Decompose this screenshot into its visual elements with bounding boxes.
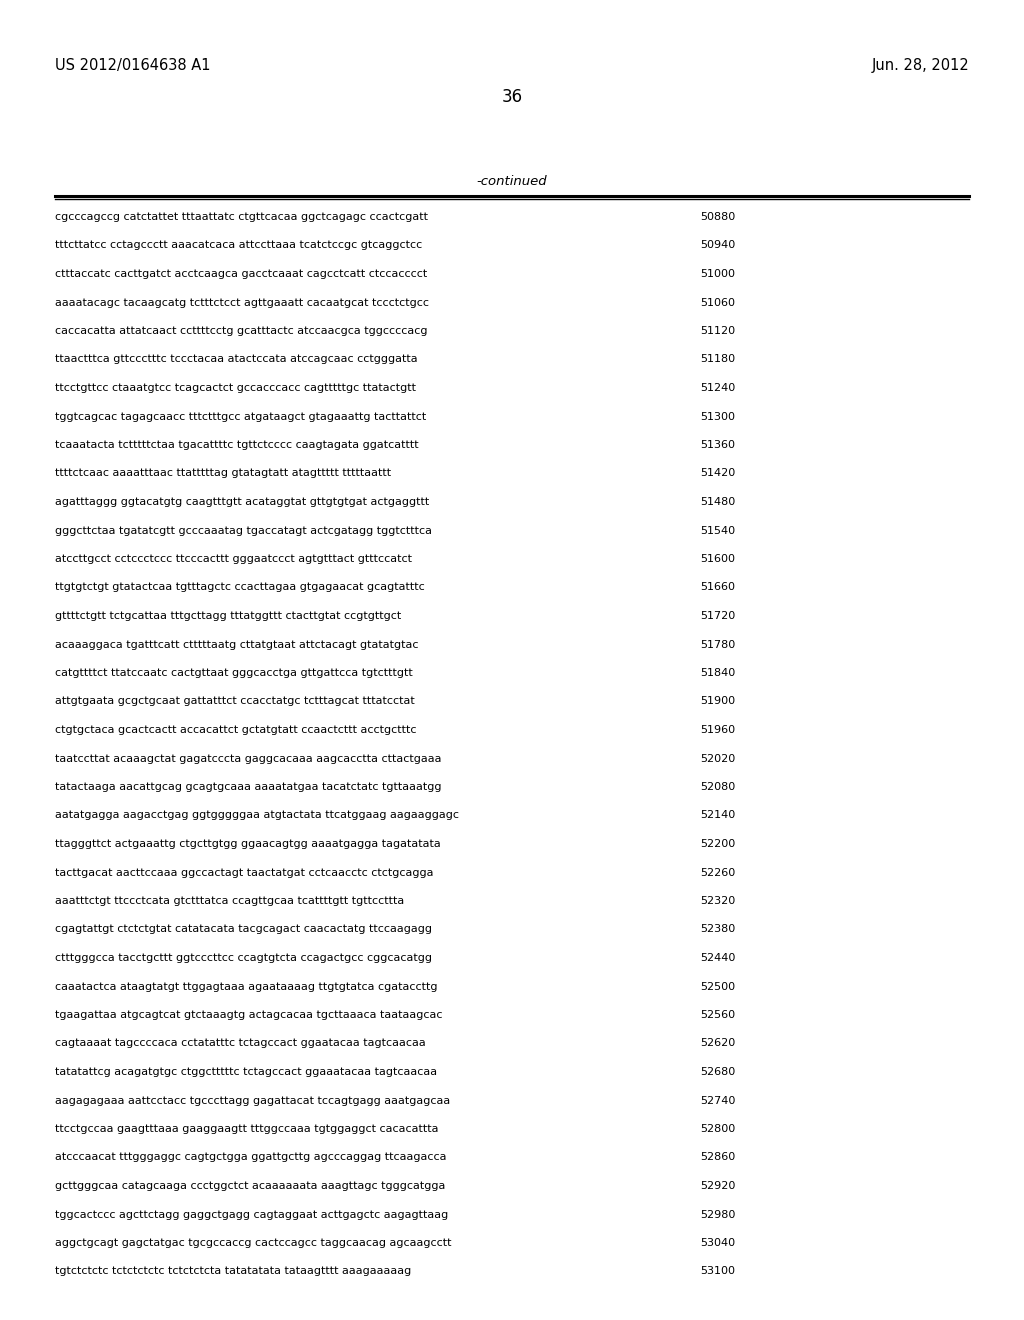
Text: 51780: 51780 [700, 639, 735, 649]
Text: 51840: 51840 [700, 668, 735, 678]
Text: ttcctgttcc ctaaatgtcc tcagcactct gccacccacc cagtttttgc ttatactgtt: ttcctgttcc ctaaatgtcc tcagcactct gccaccc… [55, 383, 416, 393]
Text: 51240: 51240 [700, 383, 735, 393]
Text: Jun. 28, 2012: Jun. 28, 2012 [871, 58, 969, 73]
Text: US 2012/0164638 A1: US 2012/0164638 A1 [55, 58, 211, 73]
Text: tggtcagcac tagagcaacc tttctttgcc atgataagct gtagaaattg tacttattct: tggtcagcac tagagcaacc tttctttgcc atgataa… [55, 412, 426, 421]
Text: ctttaccatc cacttgatct acctcaagca gacctcaaat cagcctcatt ctccacccct: ctttaccatc cacttgatct acctcaagca gacctca… [55, 269, 427, 279]
Text: 51060: 51060 [700, 297, 735, 308]
Text: 51900: 51900 [700, 697, 735, 706]
Text: tatatattcg acagatgtgc ctggctttttc tctagccact ggaaatacaa tagtcaacaa: tatatattcg acagatgtgc ctggctttttc tctagc… [55, 1067, 437, 1077]
Text: tacttgacat aacttccaaa ggccactagt taactatgat cctcaacctc ctctgcagga: tacttgacat aacttccaaa ggccactagt taactat… [55, 867, 433, 878]
Text: cagtaaaat tagccccaca cctatatttc tctagccact ggaatacaa tagtcaacaa: cagtaaaat tagccccaca cctatatttc tctagcca… [55, 1039, 426, 1048]
Text: acaaaggaca tgatttcatt ctttttaatg cttatgtaat attctacagt gtatatgtac: acaaaggaca tgatttcatt ctttttaatg cttatgt… [55, 639, 419, 649]
Text: 51660: 51660 [700, 582, 735, 593]
Text: ctttgggcca tacctgcttt ggtcccttcc ccagtgtcta ccagactgcc cggcacatgg: ctttgggcca tacctgcttt ggtcccttcc ccagtgt… [55, 953, 432, 964]
Text: 51180: 51180 [700, 355, 735, 364]
Text: aagagagaaa aattcctacc tgcccttagg gagattacat tccagtgagg aaatgagcaa: aagagagaaa aattcctacc tgcccttagg gagatta… [55, 1096, 451, 1106]
Text: tgaagattaa atgcagtcat gtctaaagtg actagcacaa tgcttaaaca taataagcac: tgaagattaa atgcagtcat gtctaaagtg actagca… [55, 1010, 442, 1020]
Text: ttttctcaac aaaatttaac ttatttttag gtatagtatt atagttttt tttttaattt: ttttctcaac aaaatttaac ttatttttag gtatagt… [55, 469, 391, 479]
Text: 52620: 52620 [700, 1039, 735, 1048]
Text: 50880: 50880 [700, 213, 735, 222]
Text: caaatactca ataagtatgt ttggagtaaa agaataaaag ttgtgtatca cgataccttg: caaatactca ataagtatgt ttggagtaaa agaataa… [55, 982, 437, 991]
Text: 52020: 52020 [700, 754, 735, 763]
Text: 52200: 52200 [700, 840, 735, 849]
Text: tgtctctctc tctctctctc tctctctcta tatatatata tataagtttt aaagaaaaag: tgtctctctc tctctctctc tctctctcta tatatat… [55, 1266, 412, 1276]
Text: 51960: 51960 [700, 725, 735, 735]
Text: 36: 36 [502, 88, 522, 106]
Text: 51540: 51540 [700, 525, 735, 536]
Text: 51420: 51420 [700, 469, 735, 479]
Text: 52260: 52260 [700, 867, 735, 878]
Text: taatccttat acaaagctat gagatcccta gaggcacaaa aagcacctta cttactgaaa: taatccttat acaaagctat gagatcccta gaggcac… [55, 754, 441, 763]
Text: cgagtattgt ctctctgtat catatacata tacgcagact caacactatg ttccaagagg: cgagtattgt ctctctgtat catatacata tacgcag… [55, 924, 432, 935]
Text: 52320: 52320 [700, 896, 735, 906]
Text: 51000: 51000 [700, 269, 735, 279]
Text: caccacatta attatcaact ccttttcctg gcatttactc atccaacgca tggccccacg: caccacatta attatcaact ccttttcctg gcattta… [55, 326, 427, 337]
Text: 52920: 52920 [700, 1181, 735, 1191]
Text: ttaactttca gttccctttc tccctacaa atactccata atccagcaac cctgggatta: ttaactttca gttccctttc tccctacaa atactcca… [55, 355, 418, 364]
Text: 52860: 52860 [700, 1152, 735, 1163]
Text: 52080: 52080 [700, 781, 735, 792]
Text: 52740: 52740 [700, 1096, 735, 1106]
Text: -continued: -continued [477, 176, 547, 187]
Text: tttcttatcc cctagccctt aaacatcaca attccttaaa tcatctccgc gtcaggctcc: tttcttatcc cctagccctt aaacatcaca attcctt… [55, 240, 422, 251]
Text: tatactaaga aacattgcag gcagtgcaaa aaaatatgaa tacatctatc tgttaaatgg: tatactaaga aacattgcag gcagtgcaaa aaaatat… [55, 781, 441, 792]
Text: catgttttct ttatccaatc cactgttaat gggcacctga gttgattcca tgtctttgtt: catgttttct ttatccaatc cactgttaat gggcacc… [55, 668, 413, 678]
Text: 50940: 50940 [700, 240, 735, 251]
Text: 52800: 52800 [700, 1125, 735, 1134]
Text: cgcccagccg catctattet tttaattatc ctgttcacaa ggctcagagc ccactcgatt: cgcccagccg catctattet tttaattatc ctgttca… [55, 213, 428, 222]
Text: 52500: 52500 [700, 982, 735, 991]
Text: attgtgaata gcgctgcaat gattatttct ccacctatgc tctttagcat tttatcctat: attgtgaata gcgctgcaat gattatttct ccaccta… [55, 697, 415, 706]
Text: atccttgcct cctccctccc ttcccacttt gggaatccct agtgtttact gtttccatct: atccttgcct cctccctccc ttcccacttt gggaatc… [55, 554, 412, 564]
Text: 51300: 51300 [700, 412, 735, 421]
Text: atcccaacat tttgggaggc cagtgctgga ggattgcttg agcccaggag ttcaagacca: atcccaacat tttgggaggc cagtgctgga ggattgc… [55, 1152, 446, 1163]
Text: ttagggttct actgaaattg ctgcttgtgg ggaacagtgg aaaatgagga tagatatata: ttagggttct actgaaattg ctgcttgtgg ggaacag… [55, 840, 440, 849]
Text: aggctgcagt gagctatgac tgcgccaccg cactccagcc taggcaacag agcaagcctt: aggctgcagt gagctatgac tgcgccaccg cactcca… [55, 1238, 452, 1247]
Text: 52380: 52380 [700, 924, 735, 935]
Text: 51600: 51600 [700, 554, 735, 564]
Text: aatatgagga aagacctgag ggtgggggaa atgtactata ttcatggaag aagaaggagc: aatatgagga aagacctgag ggtgggggaa atgtact… [55, 810, 459, 821]
Text: 51480: 51480 [700, 498, 735, 507]
Text: aaaatacagc tacaagcatg tctttctcct agttgaaatt cacaatgcat tccctctgcc: aaaatacagc tacaagcatg tctttctcct agttgaa… [55, 297, 429, 308]
Text: 53100: 53100 [700, 1266, 735, 1276]
Text: gcttgggcaa catagcaaga ccctggctct acaaaaaata aaagttagc tgggcatgga: gcttgggcaa catagcaaga ccctggctct acaaaaa… [55, 1181, 445, 1191]
Text: tcaaatacta tctttttctaa tgacattttc tgttctcccc caagtagata ggatcatttt: tcaaatacta tctttttctaa tgacattttc tgttct… [55, 440, 419, 450]
Text: gggcttctaa tgatatcgtt gcccaaatag tgaccatagt actcgatagg tggtctttca: gggcttctaa tgatatcgtt gcccaaatag tgaccat… [55, 525, 432, 536]
Text: 51720: 51720 [700, 611, 735, 620]
Text: 52440: 52440 [700, 953, 735, 964]
Text: 52140: 52140 [700, 810, 735, 821]
Text: ttgtgtctgt gtatactcaa tgtttagctc ccacttagaa gtgagaacat gcagtatttc: ttgtgtctgt gtatactcaa tgtttagctc ccactta… [55, 582, 425, 593]
Text: 51360: 51360 [700, 440, 735, 450]
Text: 53040: 53040 [700, 1238, 735, 1247]
Text: ctgtgctaca gcactcactt accacattct gctatgtatt ccaactcttt acctgctttc: ctgtgctaca gcactcactt accacattct gctatgt… [55, 725, 417, 735]
Text: ttcctgccaa gaagtttaaa gaaggaagtt tttggccaaa tgtggaggct cacacattta: ttcctgccaa gaagtttaaa gaaggaagtt tttggcc… [55, 1125, 438, 1134]
Text: aaatttctgt ttccctcata gtctttatca ccagttgcaa tcattttgtt tgttccttta: aaatttctgt ttccctcata gtctttatca ccagttg… [55, 896, 404, 906]
Text: 52560: 52560 [700, 1010, 735, 1020]
Text: 51120: 51120 [700, 326, 735, 337]
Text: gttttctgtt tctgcattaa tttgcttagg tttatggttt ctacttgtat ccgtgttgct: gttttctgtt tctgcattaa tttgcttagg tttatgg… [55, 611, 401, 620]
Text: 52680: 52680 [700, 1067, 735, 1077]
Text: tggcactccc agcttctagg gaggctgagg cagtaggaat acttgagctc aagagttaag: tggcactccc agcttctagg gaggctgagg cagtagg… [55, 1209, 449, 1220]
Text: 52980: 52980 [700, 1209, 735, 1220]
Text: agatttaggg ggtacatgtg caagtttgtt acataggtat gttgtgtgat actgaggttt: agatttaggg ggtacatgtg caagtttgtt acatagg… [55, 498, 429, 507]
